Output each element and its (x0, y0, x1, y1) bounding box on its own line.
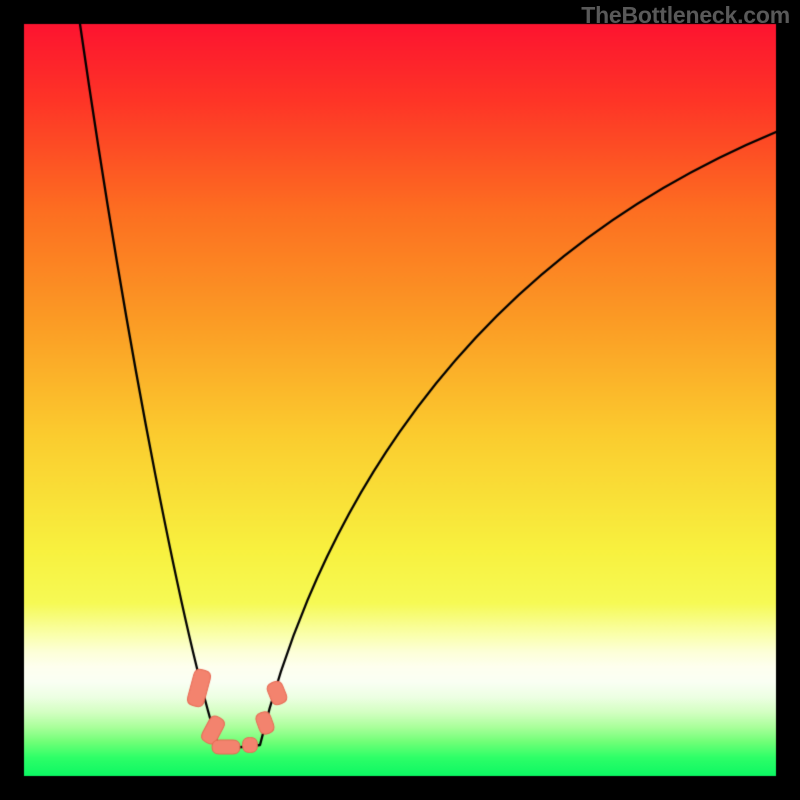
watermark-text: TheBottleneck.com (581, 2, 790, 29)
chart-stage: TheBottleneck.com (0, 0, 800, 800)
bottleneck-curve-chart (0, 0, 800, 800)
